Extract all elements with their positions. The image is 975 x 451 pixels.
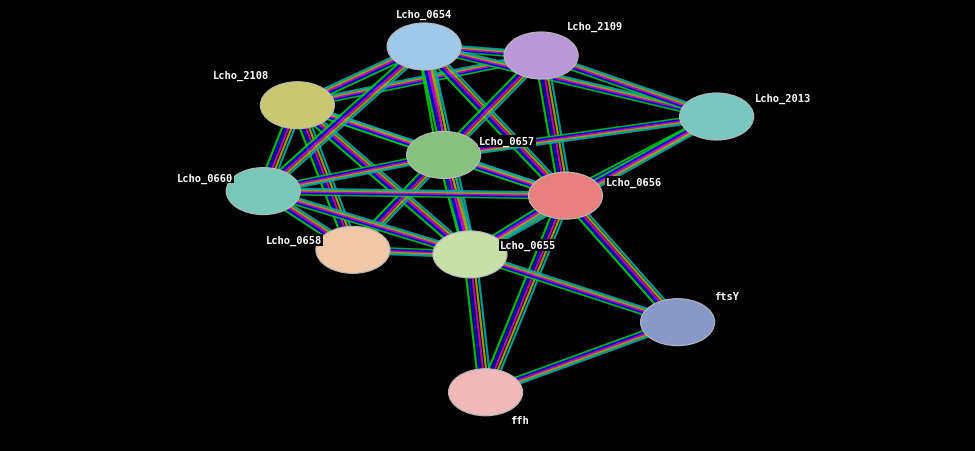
Text: Lcho_0654: Lcho_0654 bbox=[396, 9, 452, 19]
Text: Lcho_0660: Lcho_0660 bbox=[176, 173, 233, 183]
Text: Lcho_2108: Lcho_2108 bbox=[213, 70, 269, 80]
Text: Lcho_0658: Lcho_0658 bbox=[266, 235, 323, 245]
Ellipse shape bbox=[407, 132, 481, 179]
Text: ftsY: ftsY bbox=[714, 291, 739, 301]
Ellipse shape bbox=[260, 83, 334, 129]
Text: Lcho_0657: Lcho_0657 bbox=[479, 137, 535, 147]
Ellipse shape bbox=[641, 299, 715, 346]
Text: Lcho_2109: Lcho_2109 bbox=[566, 22, 623, 32]
Ellipse shape bbox=[387, 24, 461, 71]
Ellipse shape bbox=[504, 33, 578, 80]
Ellipse shape bbox=[226, 168, 300, 215]
Ellipse shape bbox=[316, 227, 390, 274]
Text: Lcho_0655: Lcho_0655 bbox=[500, 241, 557, 251]
Ellipse shape bbox=[433, 231, 507, 278]
Ellipse shape bbox=[528, 173, 603, 220]
Text: Lcho_2013: Lcho_2013 bbox=[755, 93, 811, 103]
Ellipse shape bbox=[680, 94, 754, 141]
Text: ffh: ffh bbox=[510, 415, 529, 425]
Text: Lcho_0656: Lcho_0656 bbox=[605, 178, 662, 188]
Ellipse shape bbox=[448, 369, 523, 416]
